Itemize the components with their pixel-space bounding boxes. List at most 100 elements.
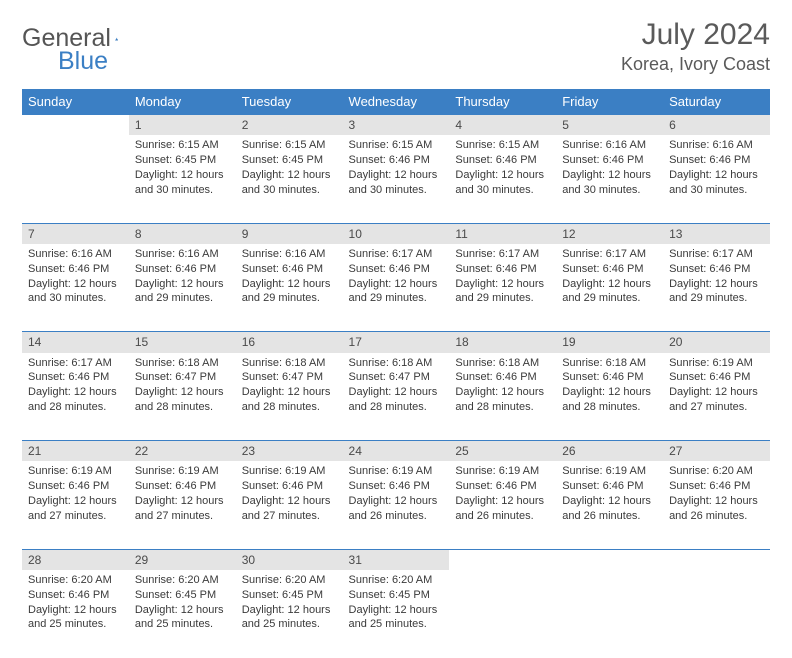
- day-number: 30: [242, 553, 255, 567]
- daylight1-text: Daylight: 12 hours: [349, 277, 444, 292]
- day-number-row: 78910111213: [22, 223, 770, 244]
- day-content-row: Sunrise: 6:19 AMSunset: 6:46 PMDaylight:…: [22, 461, 770, 549]
- sunset-text: Sunset: 6:46 PM: [28, 588, 123, 603]
- day-content-cell: Sunrise: 6:17 AMSunset: 6:46 PMDaylight:…: [449, 244, 556, 332]
- daylight1-text: Daylight: 12 hours: [349, 385, 444, 400]
- sunrise-text: Sunrise: 6:20 AM: [135, 573, 230, 588]
- daylight2-text: and 25 minutes.: [135, 617, 230, 632]
- daylight1-text: Daylight: 12 hours: [28, 603, 123, 618]
- daylight1-text: Daylight: 12 hours: [135, 168, 230, 183]
- daylight2-text: and 28 minutes.: [455, 400, 550, 415]
- day-number-cell: 7: [22, 223, 129, 244]
- day-content-cell: Sunrise: 6:19 AMSunset: 6:46 PMDaylight:…: [663, 353, 770, 441]
- daylight2-text: and 28 minutes.: [135, 400, 230, 415]
- sunrise-text: Sunrise: 6:17 AM: [669, 247, 764, 262]
- day-number-cell: 27: [663, 441, 770, 462]
- sunrise-text: Sunrise: 6:17 AM: [455, 247, 550, 262]
- sunset-text: Sunset: 6:45 PM: [242, 588, 337, 603]
- daylight2-text: and 26 minutes.: [669, 509, 764, 524]
- sunset-text: Sunset: 6:46 PM: [28, 262, 123, 277]
- day-number-cell: 6: [663, 115, 770, 136]
- day-content-cell: Sunrise: 6:19 AMSunset: 6:46 PMDaylight:…: [129, 461, 236, 549]
- daylight1-text: Daylight: 12 hours: [455, 277, 550, 292]
- sunrise-text: Sunrise: 6:17 AM: [349, 247, 444, 262]
- day-number: 11: [455, 227, 467, 241]
- day-number-cell: 24: [343, 441, 450, 462]
- day-content-cell: Sunrise: 6:16 AMSunset: 6:46 PMDaylight:…: [22, 244, 129, 332]
- daylight1-text: Daylight: 12 hours: [349, 168, 444, 183]
- weekday-header: Wednesday: [343, 89, 450, 115]
- day-number-cell: [663, 549, 770, 570]
- sunrise-text: Sunrise: 6:19 AM: [28, 464, 123, 479]
- daylight1-text: Daylight: 12 hours: [135, 385, 230, 400]
- daylight1-text: Daylight: 12 hours: [669, 385, 764, 400]
- sunset-text: Sunset: 6:47 PM: [242, 370, 337, 385]
- daylight2-text: and 28 minutes.: [562, 400, 657, 415]
- day-content-cell: [22, 135, 129, 223]
- day-content-cell: Sunrise: 6:16 AMSunset: 6:46 PMDaylight:…: [236, 244, 343, 332]
- day-number: 25: [455, 444, 468, 458]
- sunrise-text: Sunrise: 6:18 AM: [242, 356, 337, 371]
- day-number-cell: 16: [236, 332, 343, 353]
- sunset-text: Sunset: 6:46 PM: [135, 479, 230, 494]
- sunset-text: Sunset: 6:46 PM: [242, 262, 337, 277]
- weekday-header-row: Sunday Monday Tuesday Wednesday Thursday…: [22, 89, 770, 115]
- daylight1-text: Daylight: 12 hours: [669, 277, 764, 292]
- daylight1-text: Daylight: 12 hours: [28, 494, 123, 509]
- sunset-text: Sunset: 6:47 PM: [135, 370, 230, 385]
- day-number-cell: 15: [129, 332, 236, 353]
- day-content-row: Sunrise: 6:15 AMSunset: 6:45 PMDaylight:…: [22, 135, 770, 223]
- daylight2-text: and 29 minutes.: [455, 291, 550, 306]
- sunset-text: Sunset: 6:46 PM: [669, 262, 764, 277]
- day-content-row: Sunrise: 6:16 AMSunset: 6:46 PMDaylight:…: [22, 244, 770, 332]
- daylight1-text: Daylight: 12 hours: [242, 385, 337, 400]
- sunset-text: Sunset: 6:46 PM: [562, 153, 657, 168]
- weekday-header: Monday: [129, 89, 236, 115]
- day-number-cell: 14: [22, 332, 129, 353]
- day-number: 1: [135, 118, 142, 132]
- day-number-cell: 29: [129, 549, 236, 570]
- day-number: 5: [562, 118, 569, 132]
- weekday-header: Tuesday: [236, 89, 343, 115]
- sunrise-text: Sunrise: 6:15 AM: [455, 138, 550, 153]
- sunset-text: Sunset: 6:46 PM: [455, 370, 550, 385]
- day-number: 9: [242, 227, 249, 241]
- sunset-text: Sunset: 6:45 PM: [135, 153, 230, 168]
- sunset-text: Sunset: 6:46 PM: [562, 479, 657, 494]
- sunrise-text: Sunrise: 6:16 AM: [135, 247, 230, 262]
- daylight2-text: and 28 minutes.: [349, 400, 444, 415]
- daylight2-text: and 30 minutes.: [135, 183, 230, 198]
- sunset-text: Sunset: 6:46 PM: [455, 262, 550, 277]
- day-number-cell: [556, 549, 663, 570]
- day-number-cell: 22: [129, 441, 236, 462]
- day-content-cell: Sunrise: 6:20 AMSunset: 6:45 PMDaylight:…: [236, 570, 343, 658]
- daylight2-text: and 26 minutes.: [455, 509, 550, 524]
- day-number-cell: 10: [343, 223, 450, 244]
- sunset-text: Sunset: 6:45 PM: [135, 588, 230, 603]
- sunset-text: Sunset: 6:45 PM: [242, 153, 337, 168]
- day-content-cell: Sunrise: 6:18 AMSunset: 6:46 PMDaylight:…: [556, 353, 663, 441]
- sunrise-text: Sunrise: 6:19 AM: [455, 464, 550, 479]
- sunrise-text: Sunrise: 6:20 AM: [28, 573, 123, 588]
- day-content-cell: Sunrise: 6:19 AMSunset: 6:46 PMDaylight:…: [449, 461, 556, 549]
- day-content-cell: Sunrise: 6:15 AMSunset: 6:46 PMDaylight:…: [343, 135, 450, 223]
- day-number-cell: 20: [663, 332, 770, 353]
- day-number: 12: [562, 227, 575, 241]
- day-content-cell: Sunrise: 6:20 AMSunset: 6:45 PMDaylight:…: [343, 570, 450, 658]
- daylight1-text: Daylight: 12 hours: [455, 494, 550, 509]
- day-content-cell: Sunrise: 6:15 AMSunset: 6:46 PMDaylight:…: [449, 135, 556, 223]
- weekday-header: Friday: [556, 89, 663, 115]
- day-number: 18: [455, 335, 468, 349]
- daylight2-text: and 25 minutes.: [349, 617, 444, 632]
- day-number: 2: [242, 118, 249, 132]
- daylight1-text: Daylight: 12 hours: [562, 385, 657, 400]
- day-number: 22: [135, 444, 148, 458]
- day-content-row: Sunrise: 6:20 AMSunset: 6:46 PMDaylight:…: [22, 570, 770, 658]
- day-number-row: 28293031: [22, 549, 770, 570]
- sunset-text: Sunset: 6:46 PM: [562, 262, 657, 277]
- sunrise-text: Sunrise: 6:19 AM: [562, 464, 657, 479]
- day-number-cell: 8: [129, 223, 236, 244]
- daylight2-text: and 25 minutes.: [242, 617, 337, 632]
- day-number-cell: 18: [449, 332, 556, 353]
- weekday-header: Saturday: [663, 89, 770, 115]
